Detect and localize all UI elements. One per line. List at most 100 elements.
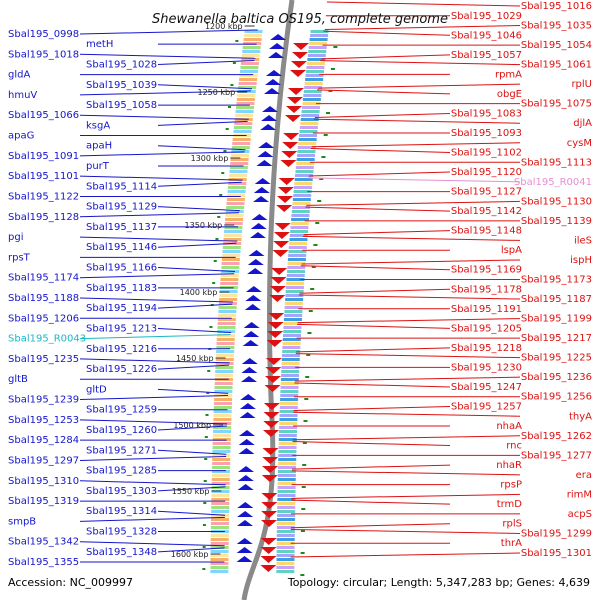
forward-gene-label: Sbal195_1259 <box>86 405 157 416</box>
right-callout-line <box>290 552 521 558</box>
forward-gene-arrow <box>245 295 262 301</box>
forward-gene-label: Sbal195_1310 <box>8 476 79 487</box>
feature-bar <box>304 82 323 85</box>
feature-bar <box>278 434 297 437</box>
feature-bar <box>307 58 326 61</box>
feature-bar <box>215 366 234 369</box>
reverse-gene-arrow <box>280 160 297 167</box>
reverse-gene-label: rimM <box>567 489 592 500</box>
feature-bar <box>309 38 328 41</box>
reverse-gene-arrow <box>260 520 277 527</box>
feature-bar <box>211 518 230 521</box>
right-callout-line <box>303 230 451 236</box>
forward-gene-arrow <box>236 547 253 553</box>
forward-gene-arrow <box>238 439 255 445</box>
feature-bar <box>210 534 229 537</box>
feature-bar <box>298 142 317 145</box>
feature-bar <box>282 350 301 353</box>
left-callout-line <box>79 29 258 35</box>
left-callout-line <box>157 120 248 126</box>
reverse-gene-arrow <box>283 133 300 140</box>
feature-bar <box>276 554 295 557</box>
reverse-gene-label: Sbal195_1262 <box>521 431 592 442</box>
forward-gene-arrow <box>241 358 258 364</box>
reverse-strand-arrows <box>260 43 310 572</box>
tick-dash <box>326 112 331 114</box>
right-callout-line <box>326 1 521 7</box>
feature-bar <box>211 510 230 513</box>
tick-dash <box>221 172 225 174</box>
forward-gene-label: Sbal195_1091 <box>8 151 79 162</box>
feature-bar <box>276 522 295 525</box>
forward-gene-arrow <box>247 268 264 274</box>
tick-dash <box>204 436 208 438</box>
forward-gene-arrow <box>257 151 274 157</box>
feature-bar <box>277 470 296 473</box>
feature-bar <box>212 450 231 453</box>
forward-gene-label: Sbal195_1213 <box>86 323 157 334</box>
left-callout-line <box>157 181 242 187</box>
feature-bar <box>289 234 308 237</box>
feature-bar <box>283 334 302 337</box>
right-callout-line <box>308 177 521 183</box>
feature-bar <box>291 214 310 217</box>
reverse-gene-label: Sbal195_R0041 <box>514 177 592 188</box>
forward-gene-arrow <box>248 250 265 256</box>
forward-gene-arrow <box>253 196 270 202</box>
forward-gene-arrow <box>243 331 260 337</box>
feature-bar <box>212 442 231 445</box>
feature-bar <box>300 122 319 125</box>
feature-bar <box>276 562 295 565</box>
tick-dash <box>207 370 211 372</box>
forward-gene-label: Sbal195_1355 <box>8 557 79 568</box>
feature-bar <box>222 246 241 249</box>
tick-dash <box>203 502 207 504</box>
right-callout-line <box>323 30 451 36</box>
feature-bar <box>285 298 304 301</box>
feature-bar <box>233 126 252 129</box>
feature-bar <box>211 474 230 477</box>
reverse-gene-label: nhaA <box>496 421 522 432</box>
forward-gene-arrow <box>243 322 260 328</box>
left-callout-line <box>79 236 238 242</box>
feature-bar <box>309 42 328 45</box>
tick-dash <box>223 150 227 152</box>
feature-bar <box>210 542 229 545</box>
map-title: Shewanella baltica OS195, complete genom… <box>152 12 448 27</box>
reverse-gene-label: Sbal195_1057 <box>451 50 522 61</box>
feature-bar <box>214 382 233 385</box>
feature-bar <box>290 222 309 225</box>
feature-bar <box>305 78 324 81</box>
left-callout-line <box>157 84 253 90</box>
feature-bar <box>220 282 239 285</box>
reverse-gene-label: Sbal195_1142 <box>451 206 522 217</box>
left-callout-line <box>157 303 233 309</box>
feature-bar <box>239 70 258 73</box>
forward-gene-label: Sbal195_1253 <box>8 415 79 426</box>
feature-bar <box>286 278 305 281</box>
forward-gene-arrow <box>250 223 267 229</box>
left-callout-line <box>79 273 235 279</box>
right-callout-line <box>292 435 521 441</box>
feature-bar <box>242 50 261 53</box>
feature-bar <box>216 338 235 341</box>
reverse-gene-label: Sbal195_1016 <box>521 1 592 12</box>
reverse-gene-labels: Sbal195_1016Sbal195_1029Sbal195_1035Sbal… <box>451 1 592 559</box>
tick-dash <box>202 568 206 570</box>
reverse-gene-arrow <box>260 538 277 545</box>
reverse-gene-label: era <box>576 470 592 481</box>
right-callout-line <box>290 523 451 529</box>
genome-summary-text: Topology: circular; Length: 5,347,283 bp… <box>287 576 590 589</box>
right-callout-line <box>310 148 451 154</box>
reverse-gene-arrow <box>273 232 290 239</box>
forward-gene-label: Sbal195_1216 <box>86 344 157 355</box>
tick-dash <box>306 354 311 356</box>
feature-bar <box>223 238 242 241</box>
feature-bar <box>242 46 261 49</box>
forward-gene-label: Sbal195_1137 <box>86 222 157 233</box>
right-callout-line <box>320 60 521 66</box>
reverse-gene-label: nhaR <box>496 460 522 471</box>
feature-bar <box>279 406 298 409</box>
reverse-gene-label: Sbal195_1173 <box>521 275 592 286</box>
left-callout-line <box>79 480 226 486</box>
